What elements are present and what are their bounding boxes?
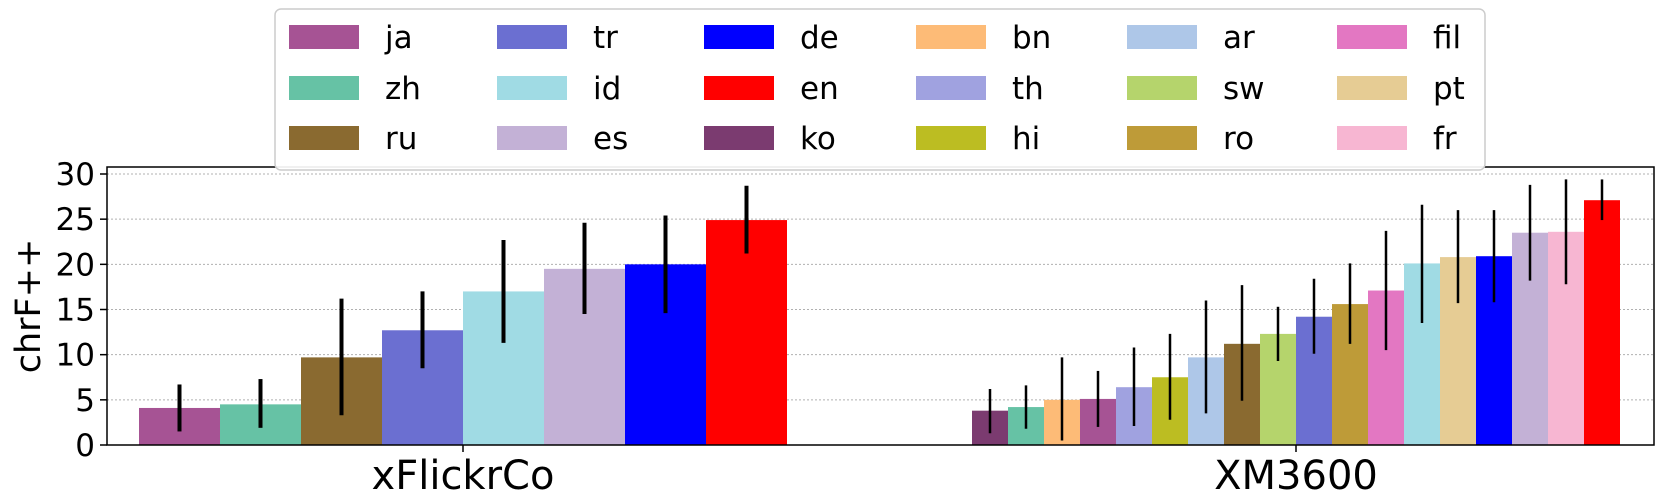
legend-swatch-zh bbox=[289, 76, 359, 100]
legend-label-ja: ja bbox=[384, 20, 413, 56]
y-axis-label: chrF++ bbox=[9, 239, 49, 374]
legend-label-id: id bbox=[593, 71, 621, 107]
legend-label-zh: zh bbox=[385, 71, 421, 107]
y-tick-label: 20 bbox=[56, 247, 95, 283]
legend-swatch-de bbox=[704, 25, 774, 49]
legend-label-fil: fil bbox=[1433, 20, 1461, 56]
legend-swatch-fil bbox=[1337, 25, 1407, 49]
y-tick-label: 10 bbox=[56, 338, 95, 374]
legend-swatch-en bbox=[704, 76, 774, 100]
legend-box bbox=[274, 8, 1486, 171]
y-tick-label: 25 bbox=[56, 202, 95, 238]
legend-label-fr: fr bbox=[1433, 121, 1457, 157]
legend-label-th: th bbox=[1012, 71, 1044, 107]
legend-swatch-sw bbox=[1127, 76, 1197, 100]
legend-label-bn: bn bbox=[1012, 20, 1051, 56]
bar-xFlickrCo-en bbox=[706, 220, 787, 445]
legend-swatch-ja bbox=[289, 25, 359, 49]
legend-label-sw: sw bbox=[1223, 71, 1265, 107]
legend-swatch-es bbox=[497, 126, 567, 150]
x-tick-label: xFlickrCo bbox=[372, 453, 555, 499]
legend-swatch-ar bbox=[1127, 25, 1197, 49]
legend-label-es: es bbox=[593, 121, 628, 157]
legend-label-ro: ro bbox=[1223, 121, 1254, 157]
legend-swatch-ro bbox=[1127, 126, 1197, 150]
legend-label-de: de bbox=[800, 20, 839, 56]
legend-swatch-id bbox=[497, 76, 567, 100]
legend-label-ar: ar bbox=[1223, 20, 1255, 56]
y-tick-label: 30 bbox=[56, 157, 95, 193]
y-tick-label: 5 bbox=[75, 383, 95, 419]
legend-label-en: en bbox=[800, 71, 839, 107]
x-tick-label: XM3600 bbox=[1214, 453, 1378, 499]
y-tick-label: 15 bbox=[56, 293, 95, 329]
legend-swatch-ko bbox=[704, 126, 774, 150]
legend-swatch-fr bbox=[1337, 126, 1407, 150]
legend-label-hi: hi bbox=[1012, 121, 1040, 157]
legend-label-ko: ko bbox=[800, 121, 836, 157]
bar-XM3600-en bbox=[1584, 200, 1620, 445]
legend-label-ru: ru bbox=[385, 121, 417, 157]
legend-swatch-tr bbox=[497, 25, 567, 49]
legend-swatch-pt bbox=[1337, 76, 1407, 100]
y-tick-label: 0 bbox=[75, 428, 95, 464]
legend-swatch-th bbox=[916, 76, 986, 100]
legend-label-pt: pt bbox=[1433, 71, 1465, 107]
legend-swatch-ru bbox=[289, 126, 359, 150]
legend-swatch-bn bbox=[916, 25, 986, 49]
legend-label-tr: tr bbox=[593, 20, 618, 56]
legend-swatch-hi bbox=[916, 126, 986, 150]
